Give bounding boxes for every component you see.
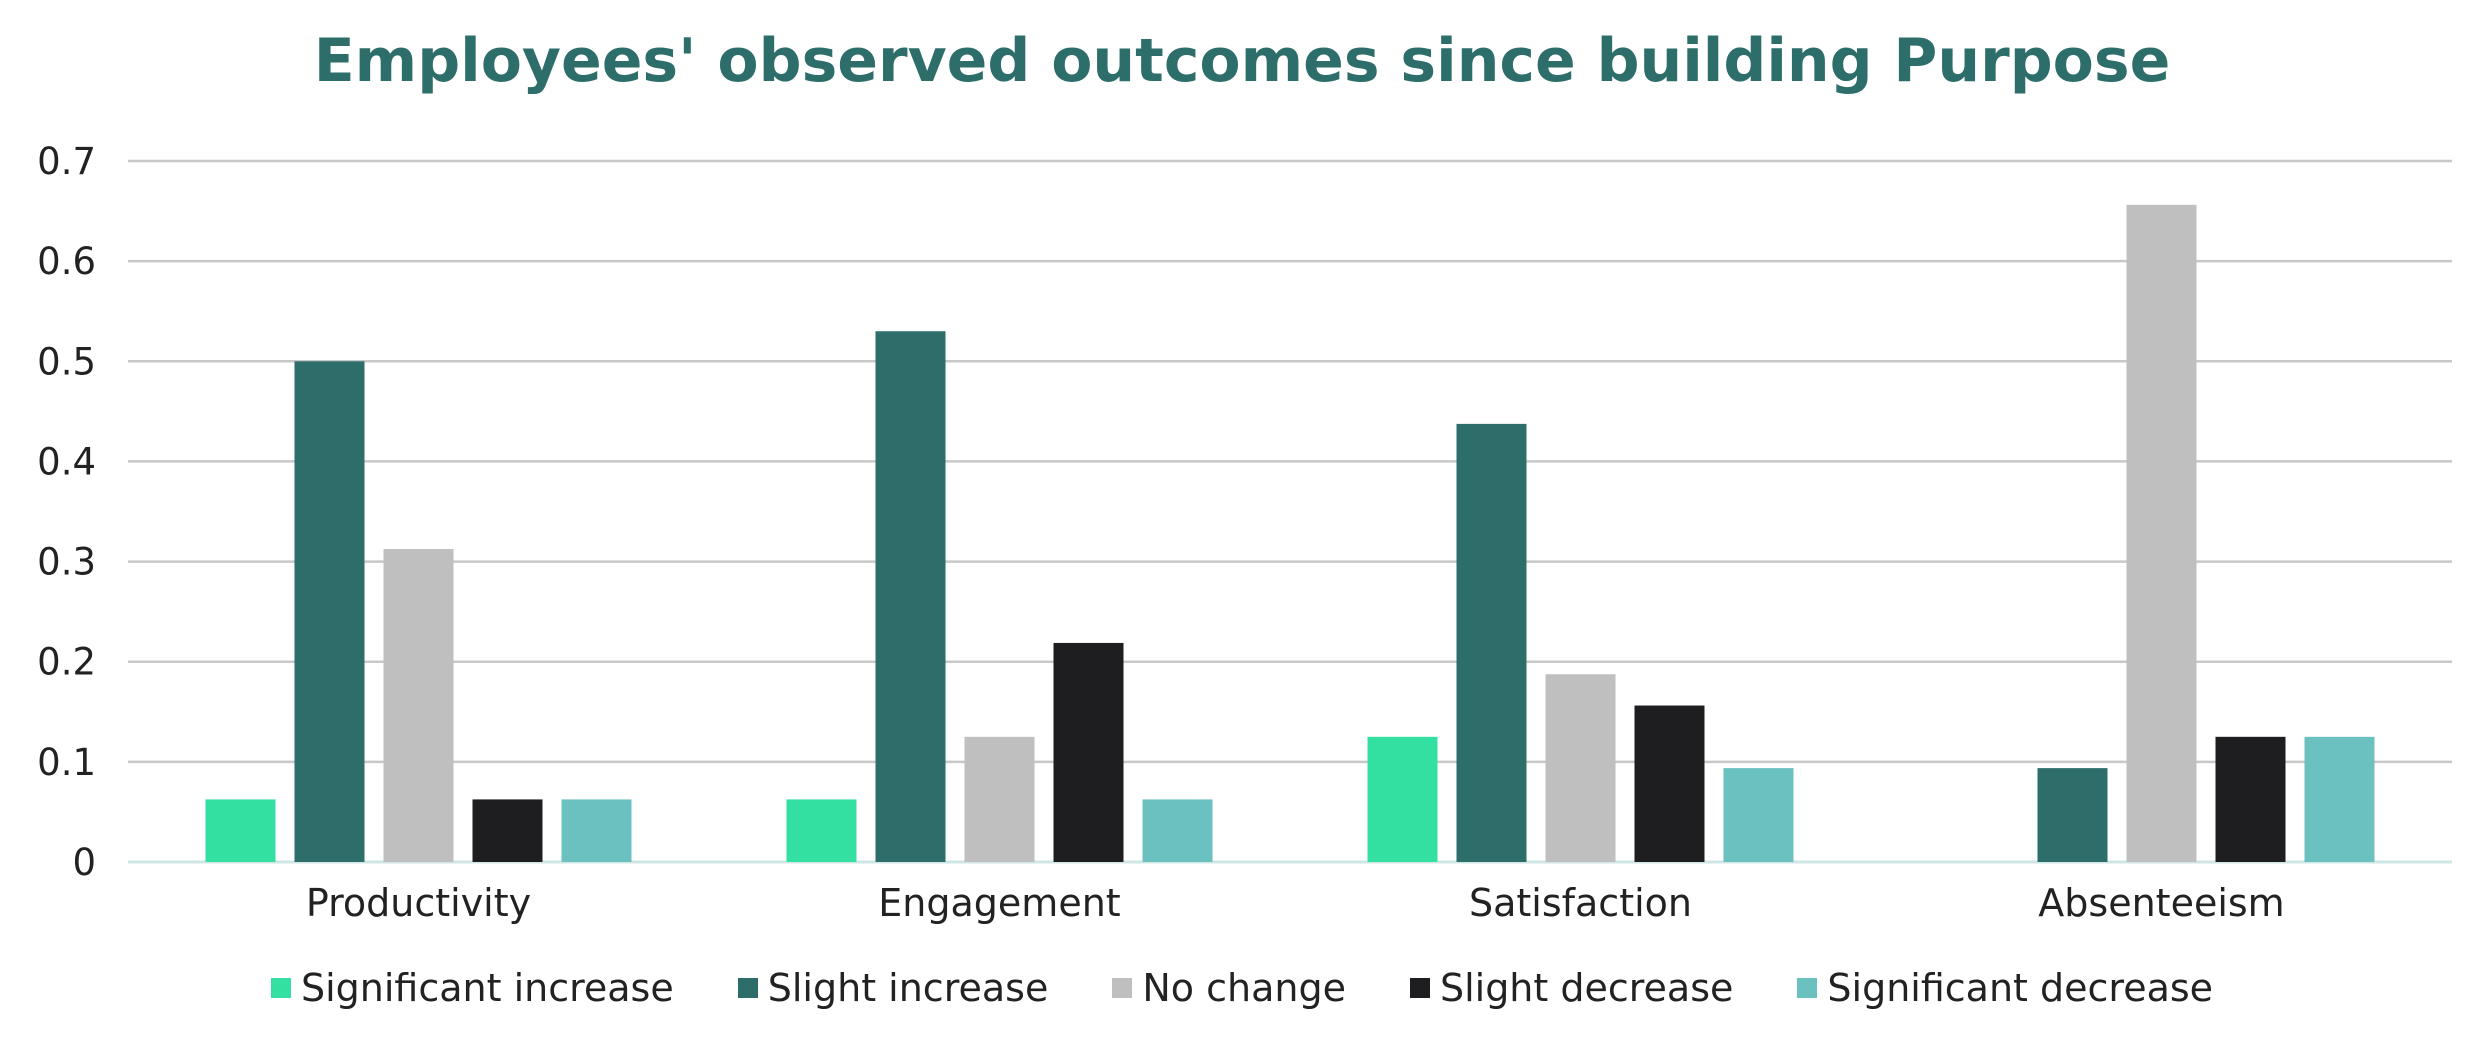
bar-significant-increase-satisfaction: [1367, 736, 1438, 862]
y-tick-label: 0.7: [37, 140, 96, 183]
gridlines: [128, 159, 2452, 864]
bar-no-change-absenteeism: [2126, 204, 2197, 862]
y-tick-label: 0.4: [37, 440, 96, 483]
legend-item: No change: [1112, 966, 1346, 1010]
x-axis-categories: Productivity Engagement Satisfaction Absent…: [306, 881, 2285, 925]
bar-slight-increase-engagement: [875, 331, 946, 862]
legend-item: Significant increase: [270, 966, 674, 1010]
y-tick-label: 0: [72, 841, 96, 884]
legend-swatch: [1112, 978, 1133, 998]
legend-label: Significant increase: [300, 966, 674, 1010]
y-tick-label: 0.1: [37, 741, 96, 784]
x-category-label: Productivity: [306, 881, 531, 925]
bar-no-change-satisfaction: [1545, 674, 1616, 862]
legend-swatch: [737, 978, 758, 998]
bar-slight-decrease-satisfaction: [1634, 705, 1705, 862]
bar-slight-increase-absenteeism: [2037, 768, 2108, 862]
bar-significant-decrease-productivity: [561, 799, 632, 862]
bar-slight-decrease-absenteeism: [2215, 736, 2286, 862]
bar-significant-increase-engagement: [786, 799, 857, 862]
x-category-label: Absenteeism: [2038, 881, 2284, 925]
legend-swatch: [270, 978, 291, 998]
legend-swatch: [1797, 978, 1818, 998]
x-category-label: Engagement: [878, 881, 1120, 925]
bar-slight-increase-satisfaction: [1456, 423, 1527, 862]
bar-no-change-productivity: [383, 549, 454, 862]
legend-item: Significant decrease: [1797, 966, 2213, 1010]
bar-significant-decrease-satisfaction: [1723, 768, 1794, 862]
bar-significant-decrease-engagement: [1142, 799, 1213, 862]
y-axis-ticks: 0 0.1 0.2 0.3 0.4 0.5 0.6 0.7: [37, 140, 96, 884]
legend: Significant increase Slight increase No ch…: [0, 958, 2484, 1018]
bar-slight-increase-productivity: [294, 361, 365, 862]
chart-title: Employees' observed outcomes since build…: [313, 26, 2171, 96]
bar-slight-decrease-productivity: [472, 799, 543, 862]
bar-slight-decrease-engagement: [1053, 642, 1124, 862]
legend-item: Slight increase: [737, 966, 1049, 1010]
legend-label: Slight decrease: [1439, 966, 1734, 1010]
bar-no-change-engagement: [964, 736, 1035, 862]
y-tick-label: 0.3: [37, 541, 96, 584]
y-tick-label: 0.5: [37, 340, 96, 383]
legend-swatch: [1409, 978, 1430, 998]
y-tick-label: 0.6: [37, 240, 96, 283]
legend-item: Slight decrease: [1409, 966, 1734, 1010]
bar-significant-increase-productivity: [205, 799, 276, 862]
x-category-label: Satisfaction: [1469, 881, 1692, 925]
legend-label: No change: [1142, 966, 1346, 1010]
legend-label: Significant decrease: [1827, 966, 2214, 1010]
y-tick-label: 0.2: [37, 641, 96, 684]
bar-significant-decrease-absenteeism: [2304, 736, 2375, 862]
legend-label: Slight increase: [767, 966, 1049, 1010]
bars: [205, 204, 2375, 862]
